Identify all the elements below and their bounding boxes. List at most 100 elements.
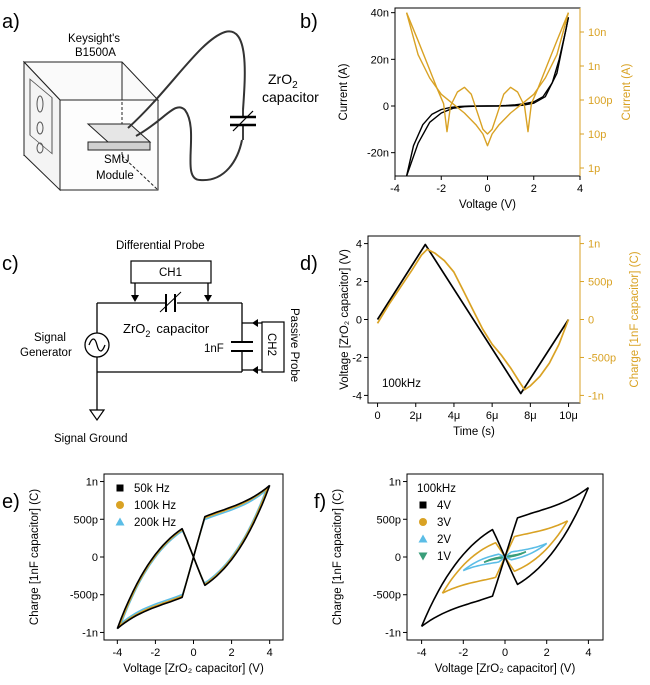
circuit-wires: [96, 302, 243, 410]
capacitor-label-line1: ZrO2: [268, 71, 298, 91]
x-tick-label: 0: [484, 183, 490, 195]
zro2-capacitor-symbol: [230, 110, 256, 140]
legend-label-2: 2V: [437, 534, 451, 546]
y-tick-label: 500p: [377, 514, 401, 526]
y-right-axis-title: Current (A): [621, 63, 633, 120]
reference-cap-label: 1nF: [204, 343, 224, 355]
loop-upper-50k Hz: [116, 484, 271, 629]
x-tick-label: -2: [151, 647, 161, 659]
y-right-tick-label: 500p: [588, 277, 612, 289]
y-tick-label: 20n: [371, 54, 389, 66]
chart-f: f) -4 -2 0 2 4 -1n -500p 0 500p 1n Voltage [ZrO₂ ca…: [314, 473, 604, 675]
x-tick-label: 4: [585, 647, 591, 659]
x-axis-title: Time (s): [453, 426, 495, 438]
panel-a-label: a): [2, 11, 20, 33]
chart-e: e) -4 -2 0 2 4 -1n -500p 0 500p 1n Voltage [ZrO₂ ca…: [2, 473, 284, 675]
loop-upper-4V: [420, 486, 589, 627]
y-tick-label: 0: [356, 315, 362, 327]
y-tick-label: 1n: [389, 477, 401, 489]
legend-title: 100kHz: [417, 483, 456, 495]
y-tick-label: 1n: [86, 477, 98, 489]
y-tick-label: 500p: [74, 514, 98, 526]
chart-b-frame: [394, 7, 581, 177]
x-tick-label: -2: [436, 183, 446, 195]
y-tick-label: 0: [395, 552, 401, 564]
series-line-3: [405, 12, 570, 147]
panel-e-label: e): [2, 491, 20, 513]
ch2-label: CH2: [265, 333, 277, 356]
x-tick-label: 0: [190, 647, 196, 659]
x-tick-label: 2μ: [410, 410, 422, 422]
y-tick-label: -500p: [70, 590, 98, 602]
y-tick-label: 0: [92, 552, 98, 564]
reference-capacitor-symbol: [230, 341, 254, 352]
instrument-name-line2: B1500A: [75, 47, 116, 59]
y-axis-title: Voltage [ZrO₂ capacitor] (V): [339, 249, 351, 390]
legend-marker-1: [116, 501, 124, 509]
x-tick-label: 0: [502, 647, 508, 659]
x-axis-title: Voltage [ZrO₂ capacitor] (V): [123, 663, 264, 675]
y-tick-label: -20n: [367, 148, 389, 160]
y-tick-label: 2: [356, 277, 362, 289]
x-tick-label: 4: [267, 647, 273, 659]
signal-ground-label: Signal Ground: [54, 433, 128, 445]
y-tick-label: 4: [356, 239, 362, 251]
x-tick-label: -4: [112, 647, 122, 659]
panel-c-label: c): [2, 253, 19, 275]
passive-probe-label: Passive Probe: [288, 308, 300, 382]
series-line-0: [376, 243, 570, 395]
chart-d: d) 0 2μ 4μ 6μ 8μ 10μ -4 -2 0 2 4 Time (s) Voltage [Zr…: [300, 235, 641, 438]
ch2-box: [261, 321, 285, 373]
x-tick-label: -2: [458, 647, 468, 659]
x-axis-title: Voltage (V): [459, 199, 516, 211]
y-axis-title: Charge [1nF capacitor] (C): [332, 489, 344, 625]
y-right-tick-label: -1n: [588, 390, 604, 402]
legend-label-3: 1V: [437, 551, 451, 563]
x-tick-label: 2: [531, 183, 537, 195]
series-line-1: [376, 248, 570, 391]
x-tick-label: 4: [577, 183, 583, 195]
panel-d-label: d): [300, 253, 318, 275]
y-tick-label: 40n: [371, 8, 389, 20]
signal-generator-line2: Generator: [20, 347, 72, 359]
panel-c: c) Differential Probe CH1 ZrO2 capacitor: [2, 240, 300, 445]
legend-marker-2: [418, 534, 428, 543]
zro2-capacitor-symbol-circuit: [159, 291, 182, 313]
series-line-1: [405, 17, 570, 177]
frequency-annotation: 100kHz: [382, 378, 421, 390]
x-tick-label: 0: [374, 410, 380, 422]
y-right-tick-label: 1p: [588, 163, 600, 175]
module-name-line2: Module: [96, 170, 134, 182]
legend-label-0: 4V: [437, 500, 451, 512]
y-tick-label: -1n: [385, 627, 401, 639]
y-tick-label: 0: [383, 101, 389, 113]
series-line-2: [405, 12, 570, 135]
x-tick-label: 6μ: [486, 410, 498, 422]
y-right-tick-label: 1n: [588, 61, 600, 73]
signal-generator-line1: Signal: [34, 332, 66, 344]
x-tick-label: 4μ: [448, 410, 460, 422]
y-tick-label: -1n: [82, 627, 98, 639]
ground-symbol: [88, 409, 106, 422]
y-tick-label: -500p: [373, 590, 401, 602]
legend-marker-1: [419, 518, 427, 526]
y-right-axis-title: Charge [1nF capacitor] (C): [629, 251, 641, 387]
y-tick-label: -2: [352, 352, 362, 364]
x-axis-title: Voltage [ZrO₂ capacitor] (V): [435, 663, 576, 675]
y-right-tick-label: 0: [588, 315, 594, 327]
panel-a: a) Keysight's B1500A SMU Module: [2, 11, 319, 192]
legend-marker-2: [115, 517, 125, 526]
probe-cables: [127, 30, 246, 182]
y-right-tick-label: 1n: [588, 239, 600, 251]
x-tick-label: 8μ: [524, 410, 536, 422]
x-tick-label: 2: [229, 647, 235, 659]
capacitor-label-line2: capacitor: [262, 89, 319, 105]
x-tick-label: 10μ: [559, 410, 578, 422]
x-tick-label: 2: [544, 647, 550, 659]
y-right-tick-label: 10p: [588, 129, 606, 141]
smu-module-card: [86, 123, 152, 151]
legend-marker-0: [116, 484, 124, 492]
signal-generator-symbol: [84, 332, 110, 358]
y-axis-title: Current (A): [338, 63, 350, 120]
ch1-label: CH1: [159, 267, 182, 279]
